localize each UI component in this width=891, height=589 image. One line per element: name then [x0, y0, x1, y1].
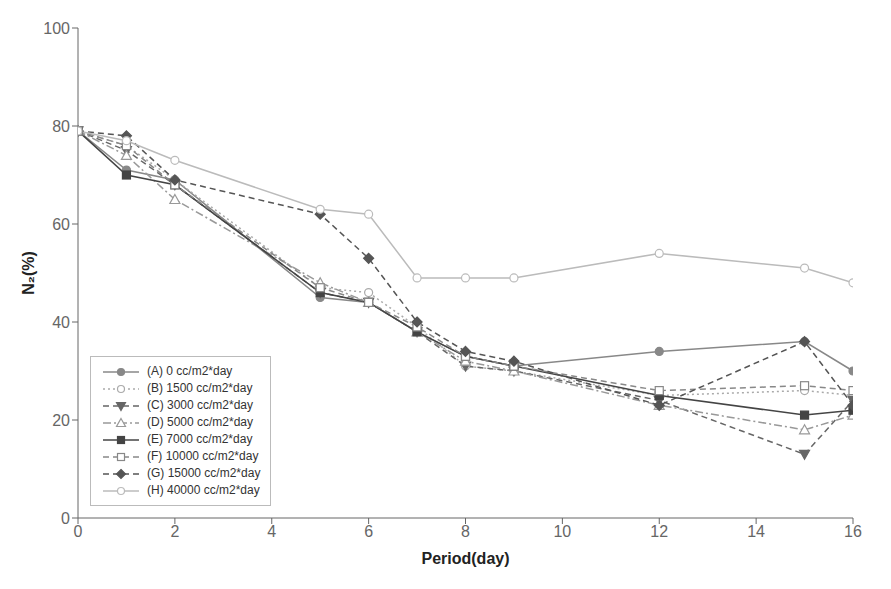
svg-text:6: 6 — [364, 523, 373, 540]
svg-text:N₂(%): N₂(%) — [20, 251, 37, 295]
svg-text:2: 2 — [170, 523, 179, 540]
svg-text:80: 80 — [52, 118, 70, 135]
svg-text:0: 0 — [61, 510, 70, 527]
svg-text:16: 16 — [844, 523, 862, 540]
svg-text:40: 40 — [52, 314, 70, 331]
html-text:(C) 3000 cc/m2*day: (C) 3000 cc/m2*day — [147, 398, 253, 412]
html-text:(E) 7000 cc/m2*day: (E) 7000 cc/m2*day — [147, 432, 253, 446]
svg-text:100: 100 — [43, 20, 70, 37]
svg-text:10: 10 — [553, 523, 571, 540]
html-text:(A) 0 cc/m2*day: (A) 0 cc/m2*day — [147, 364, 233, 378]
html-text:(H) 40000 cc/m2*day: (H) 40000 cc/m2*day — [147, 483, 260, 497]
svg-text:0: 0 — [74, 523, 83, 540]
html-text:(D) 5000 cc/m2*day: (D) 5000 cc/m2*day — [147, 415, 253, 429]
svg-text:8: 8 — [461, 523, 470, 540]
svg-text:12: 12 — [650, 523, 668, 540]
html-text:(G) 15000 cc/m2*day: (G) 15000 cc/m2*day — [147, 466, 261, 480]
svg-text:Period(day): Period(day) — [421, 550, 509, 567]
svg-text:4: 4 — [267, 523, 276, 540]
svg-text:20: 20 — [52, 412, 70, 429]
html-text:(B) 1500 cc/m2*day: (B) 1500 cc/m2*day — [147, 381, 253, 395]
svg-text:60: 60 — [52, 216, 70, 233]
html-text:(F) 10000 cc/m2*day: (F) 10000 cc/m2*day — [147, 449, 259, 463]
svg-text:14: 14 — [747, 523, 765, 540]
